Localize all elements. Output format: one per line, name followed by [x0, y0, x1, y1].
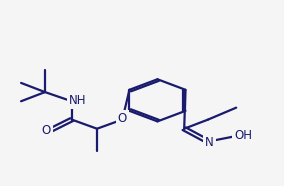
Text: N: N — [205, 136, 214, 149]
Text: O: O — [118, 112, 127, 125]
Text: NH: NH — [68, 94, 86, 107]
Text: OH: OH — [234, 129, 252, 142]
Text: O: O — [42, 124, 51, 137]
